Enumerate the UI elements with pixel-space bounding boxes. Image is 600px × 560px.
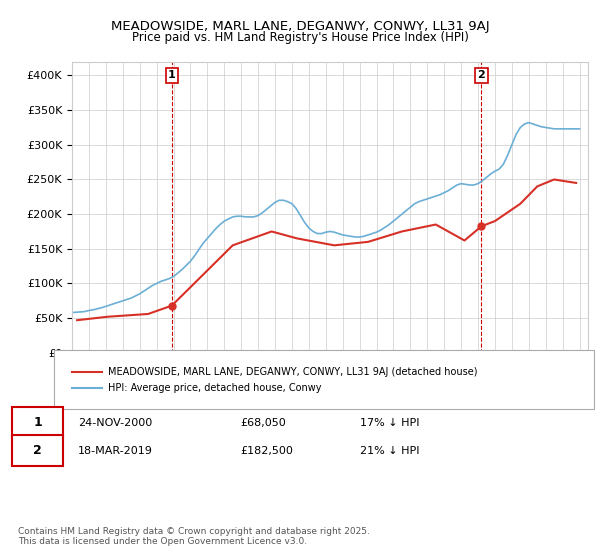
Text: 2: 2 (478, 71, 485, 80)
Text: 24-NOV-2000: 24-NOV-2000 (78, 418, 152, 428)
Text: HPI: Average price, detached house, Conwy: HPI: Average price, detached house, Conw… (108, 383, 322, 393)
Text: MEADOWSIDE, MARL LANE, DEGANWY, CONWY, LL31 9AJ: MEADOWSIDE, MARL LANE, DEGANWY, CONWY, L… (110, 20, 490, 32)
Text: 17% ↓ HPI: 17% ↓ HPI (360, 418, 419, 428)
Text: Price paid vs. HM Land Registry's House Price Index (HPI): Price paid vs. HM Land Registry's House … (131, 31, 469, 44)
Text: 2: 2 (34, 444, 42, 458)
Text: £182,500: £182,500 (240, 446, 293, 456)
Text: 1: 1 (34, 416, 42, 430)
Text: 18-MAR-2019: 18-MAR-2019 (78, 446, 153, 456)
Text: 1: 1 (168, 71, 176, 80)
Text: MEADOWSIDE, MARL LANE, DEGANWY, CONWY, LL31 9AJ (detached house): MEADOWSIDE, MARL LANE, DEGANWY, CONWY, L… (108, 367, 478, 377)
Text: £68,050: £68,050 (240, 418, 286, 428)
Text: Contains HM Land Registry data © Crown copyright and database right 2025.
This d: Contains HM Land Registry data © Crown c… (18, 526, 370, 546)
Text: 21% ↓ HPI: 21% ↓ HPI (360, 446, 419, 456)
